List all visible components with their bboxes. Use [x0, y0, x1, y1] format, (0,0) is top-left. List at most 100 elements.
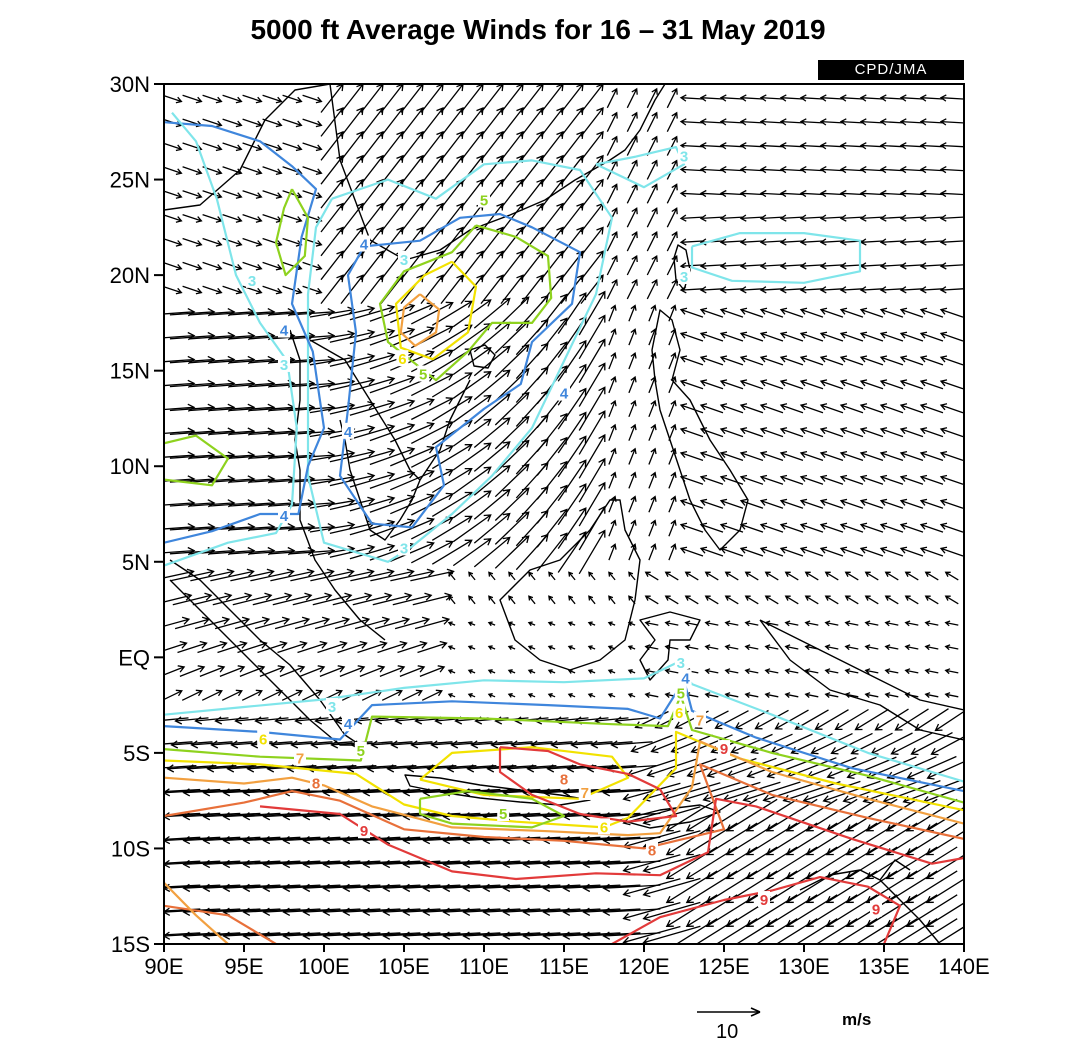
- wind-arrow: [164, 640, 188, 652]
- wind-arrow: [269, 308, 316, 317]
- wind-arrow: [699, 262, 724, 270]
- isotach-9: [259, 797, 964, 881]
- wind-arrow: [628, 352, 637, 370]
- wind-arrow: [664, 668, 679, 675]
- wind-arrow: [500, 250, 524, 281]
- wind-arrow: [699, 379, 724, 390]
- wind-arrow: [759, 189, 784, 198]
- wind-arrow: [500, 130, 524, 161]
- wind-arrow: [679, 166, 704, 174]
- wind-arrow: [542, 788, 601, 797]
- wind-arrow: [206, 764, 257, 773]
- wind-arrow: [759, 331, 784, 342]
- wind-arrow: [560, 274, 584, 304]
- wind-arrow: [452, 418, 492, 447]
- wind-arrow: [699, 522, 724, 533]
- wind-arrow: [879, 355, 904, 366]
- wind-arrow: [839, 546, 864, 557]
- wind-arrow: [362, 907, 421, 916]
- wind-arrow: [467, 621, 476, 627]
- wind-arrow: [679, 286, 704, 294]
- wind-arrow: [939, 474, 964, 485]
- contour-label-bg: [678, 147, 690, 164]
- wind-arrow: [739, 474, 764, 485]
- wind-arrow: [602, 859, 661, 869]
- wind-arrow: [739, 331, 764, 342]
- wind-arrow: [905, 894, 958, 927]
- contour-label-bg: [870, 900, 882, 917]
- wind-arrow: [467, 645, 476, 650]
- lon-tick-label: 100E: [298, 954, 349, 979]
- contour-label: 4: [681, 670, 690, 687]
- wind-arrow: [547, 621, 556, 627]
- wind-arrow: [602, 835, 661, 845]
- wind-arrow: [699, 166, 724, 174]
- wind-arrow: [668, 328, 677, 346]
- wind-arrow: [259, 665, 286, 678]
- wind-arrow: [819, 214, 844, 222]
- wind-arrow: [500, 274, 524, 304]
- wind-arrow: [222, 835, 281, 845]
- wind-arrow: [668, 543, 677, 561]
- credit-badge: CPD/JMA: [818, 60, 964, 80]
- isotach-5: [274, 188, 310, 277]
- wind-arrow: [679, 238, 704, 246]
- wind-arrow: [269, 427, 316, 436]
- wind-arrow: [182, 94, 203, 104]
- wind-arrow: [507, 645, 516, 650]
- contour-label-bg: [358, 235, 370, 252]
- wind-arrow: [320, 202, 344, 233]
- wind-arrow: [919, 379, 944, 390]
- wind-arrow: [422, 907, 481, 916]
- wind-arrow: [482, 907, 541, 916]
- wind-arrow: [202, 190, 223, 199]
- wind-arrow: [845, 822, 898, 856]
- wind-arrow: [939, 118, 964, 126]
- lon-tick-label: 130E: [778, 954, 829, 979]
- wind-arrow: [172, 592, 213, 606]
- wind-arrow: [164, 788, 201, 793]
- wind-arrow: [202, 788, 261, 797]
- wind-arrow: [342, 931, 401, 940]
- wind-arrow: [578, 362, 606, 407]
- wind-arrow: [884, 668, 899, 675]
- wind-arrow: [359, 665, 386, 678]
- wind-arrow: [182, 213, 203, 223]
- wind-arrow: [174, 716, 209, 725]
- wind-arrow: [859, 546, 884, 557]
- wind-arrow: [944, 692, 959, 698]
- wind-arrow: [939, 238, 964, 246]
- wind-arrow: [411, 373, 454, 397]
- contour-label-bg: [578, 784, 591, 801]
- wind-arrow: [919, 331, 944, 342]
- wind-arrow: [859, 307, 884, 318]
- wind-arrow: [819, 474, 844, 485]
- wind-arrow: [520, 106, 544, 137]
- wind-arrow: [685, 822, 738, 856]
- wind-arrow: [699, 118, 724, 126]
- wind-arrow: [360, 106, 384, 137]
- coastline-timor: [619, 804, 721, 829]
- wind-arrow: [340, 226, 364, 257]
- wind-arrow: [381, 689, 403, 701]
- wind-arrow: [219, 665, 246, 678]
- wind-arrow: [839, 166, 864, 174]
- wind-arrow: [939, 94, 964, 102]
- wind-arrow: [578, 433, 606, 479]
- wind-arrow: [839, 522, 864, 533]
- wind-arrow: [642, 901, 701, 922]
- wind-arrow: [739, 307, 764, 318]
- units-label: m/s: [842, 1010, 872, 1029]
- wind-arrow: [679, 355, 704, 366]
- wind-arrow: [919, 355, 944, 366]
- wind-arrow: [557, 459, 587, 502]
- wind-arrow: [578, 290, 606, 336]
- contour-label-bg: [758, 891, 770, 908]
- wind-arrow: [164, 860, 201, 864]
- wind-arrow: [164, 190, 183, 199]
- wind-arrow: [164, 931, 221, 940]
- lat-tick-label: 15S: [111, 932, 150, 957]
- wind-arrow: [679, 450, 704, 462]
- wind-arrow: [839, 498, 864, 509]
- wind-arrow: [779, 450, 804, 462]
